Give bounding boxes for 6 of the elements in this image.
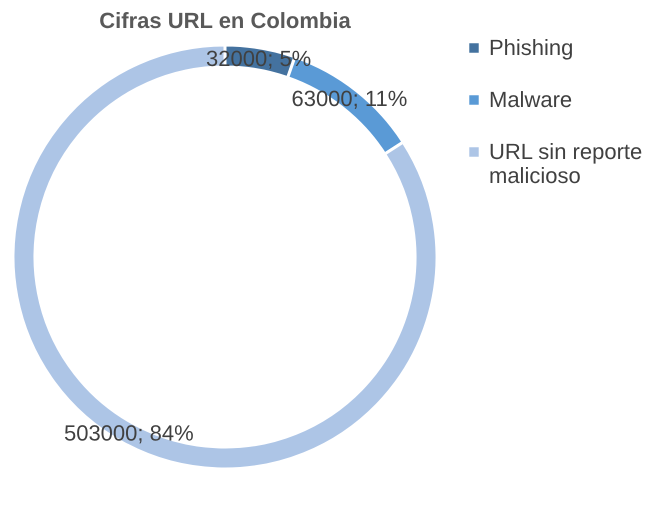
legend-label: Phishing: [489, 35, 574, 60]
legend-label: URL sin reporte malicioso: [489, 139, 642, 188]
chart-title: Cifras URL en Colombia: [99, 8, 352, 33]
donut-slice: [12, 44, 438, 470]
legend-label: Malware: [489, 87, 572, 112]
data-label: 503000; 84%: [64, 420, 194, 446]
